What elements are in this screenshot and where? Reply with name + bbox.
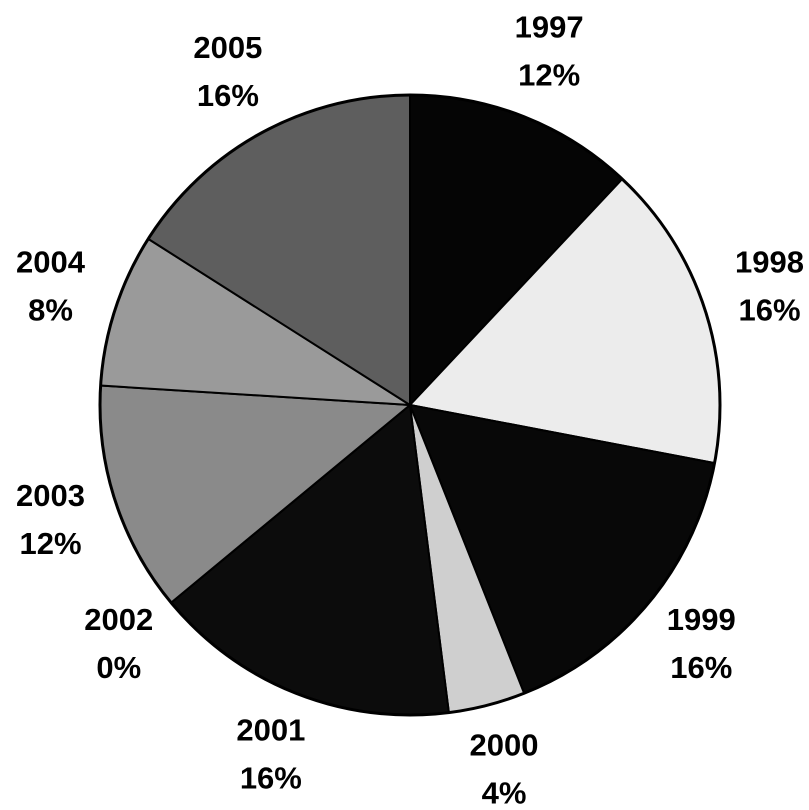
- slice-label: 1998: [735, 244, 804, 279]
- slice-value-label: 16%: [738, 292, 800, 327]
- slice-label: 2002: [84, 602, 153, 637]
- slice-value-label: 16%: [197, 78, 259, 113]
- slice-value-label: 8%: [28, 292, 73, 327]
- slice-value-label: 12%: [19, 526, 81, 561]
- slice-label: 2005: [193, 30, 262, 65]
- slice-label: 2003: [16, 478, 85, 513]
- slice-value-label: 16%: [240, 761, 302, 796]
- slice-label: 2000: [470, 727, 539, 762]
- slice-value-label: 12%: [518, 58, 580, 93]
- slice-value-label: 4%: [482, 775, 527, 810]
- slice-label: 1999: [667, 602, 736, 637]
- slice-value-label: 16%: [670, 650, 732, 685]
- slice-label: 1997: [515, 10, 584, 45]
- slice-label: 2004: [16, 244, 86, 279]
- slice-label: 2001: [236, 713, 305, 748]
- pie-outline: [98, 93, 722, 717]
- slice-value-label: 0%: [96, 650, 141, 685]
